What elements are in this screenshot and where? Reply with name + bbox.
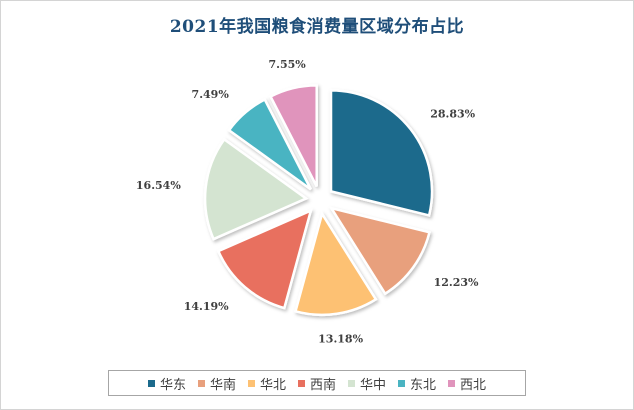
legend-swatch: [297, 379, 305, 387]
legend-label: 华南: [209, 377, 236, 393]
pie-data-labels: 28.83% 12.23% 13.18% 14.19% 16.54% 7.49% 7.55%: [136, 58, 479, 346]
pie-slice-6: [227, 97, 312, 191]
legend-item: 西南: [297, 374, 336, 393]
legend-swatch: [197, 379, 205, 387]
pie-slice-5: [203, 137, 309, 241]
data-label-3: 13.18%: [318, 333, 363, 346]
legend-item: 西北: [448, 374, 486, 393]
legend-label: 西南: [309, 377, 336, 393]
pie-slice-1: [329, 89, 434, 217]
legend-swatch: [448, 379, 456, 387]
pie-slice-4: [216, 208, 313, 310]
pie-slice-2: [328, 206, 431, 296]
pie-slice-3: [293, 210, 378, 317]
legend-item: 东北: [398, 374, 436, 393]
legend-item: 华东: [147, 374, 186, 393]
legend-label: 华北: [259, 377, 286, 393]
data-label-5: 16.54%: [136, 179, 181, 192]
legend-item: 华南: [197, 374, 236, 393]
legend-swatch: [398, 379, 406, 387]
legend-swatch: [247, 379, 255, 387]
data-label-4: 14.19%: [184, 300, 229, 313]
legend-label: 西北: [460, 377, 487, 393]
data-label-1: 28.83%: [430, 108, 475, 121]
chart-title: 2021年我国粮食消费量区域分布占比: [169, 17, 465, 37]
data-label-2: 12.23%: [434, 276, 479, 289]
data-label-7: 7.55%: [268, 58, 306, 71]
pie-slice-7: [268, 84, 318, 187]
legend-label: 华中: [360, 377, 387, 393]
legend-item: 华北: [247, 374, 286, 393]
legend-label: 华东: [159, 377, 186, 393]
data-label-6: 7.49%: [192, 88, 230, 101]
legend-swatch: [348, 379, 355, 387]
legend: 华东 华南 华北 西南 华中 东北 西北: [108, 370, 526, 396]
pie-slices: [203, 84, 434, 317]
legend-swatch: [147, 379, 155, 387]
legend-item: 华中: [348, 374, 386, 393]
legend-label: 东北: [410, 377, 437, 393]
